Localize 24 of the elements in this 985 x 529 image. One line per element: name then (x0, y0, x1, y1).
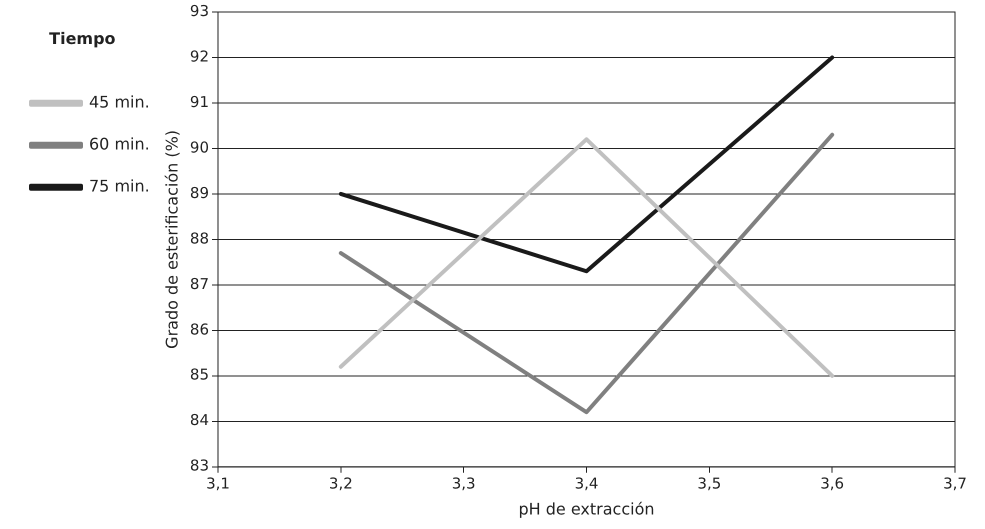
x-tick-label: 3,3 (452, 474, 476, 493)
x-tick-label: 3,5 (697, 474, 722, 493)
y-tick-label: 85 (190, 366, 209, 384)
x-tick-label: 3,2 (328, 474, 353, 493)
y-tick-label: 91 (190, 92, 209, 111)
y-tick-label: 86 (190, 320, 209, 338)
y-tick-label: 87 (190, 274, 209, 293)
y-tick-label: 90 (190, 138, 209, 156)
legend-label: 45 min. (89, 92, 150, 112)
x-tick-label: 3,1 (206, 474, 230, 493)
x-axis-title: pH de extracción (518, 500, 655, 519)
x-tick-label: 3,4 (574, 474, 598, 493)
legend-label: 60 min. (89, 134, 150, 154)
y-tick-label: 83 (190, 456, 209, 475)
y-tick-label: 92 (190, 47, 209, 66)
x-tick-label: 3,6 (820, 474, 844, 493)
y-axis-title: Grado de esterificación (%) (162, 130, 182, 349)
x-tick-label: 3,7 (943, 474, 967, 493)
y-tick-label: 89 (190, 184, 209, 202)
y-tick-label: 84 (190, 411, 209, 430)
legend-label: 75 min. (89, 176, 150, 196)
y-tick-label: 93 (190, 2, 209, 20)
legend-title: Tiempo (49, 29, 116, 48)
y-tick-label: 88 (190, 229, 209, 248)
